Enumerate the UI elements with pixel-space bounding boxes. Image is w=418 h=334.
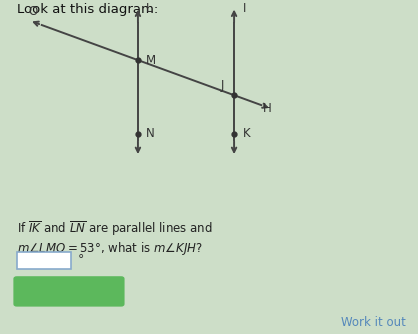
- Text: H: H: [263, 102, 272, 115]
- Text: M: M: [146, 54, 156, 66]
- Text: O: O: [28, 5, 38, 18]
- Text: °: °: [77, 254, 84, 266]
- Text: Work it out: Work it out: [341, 316, 405, 329]
- Text: L: L: [146, 2, 153, 15]
- FancyBboxPatch shape: [17, 252, 71, 269]
- Text: J: J: [220, 79, 224, 92]
- Text: N: N: [146, 127, 155, 140]
- Text: If $\overline{IK}$ and $\overline{LN}$ are parallel lines and $m\angle LMO = 53°: If $\overline{IK}$ and $\overline{LN}$ a…: [17, 219, 212, 257]
- Text: K: K: [242, 127, 250, 140]
- FancyBboxPatch shape: [13, 276, 125, 307]
- Text: I: I: [242, 2, 246, 15]
- Text: Look at this diagram:: Look at this diagram:: [17, 3, 158, 16]
- Text: Submit: Submit: [42, 285, 96, 298]
